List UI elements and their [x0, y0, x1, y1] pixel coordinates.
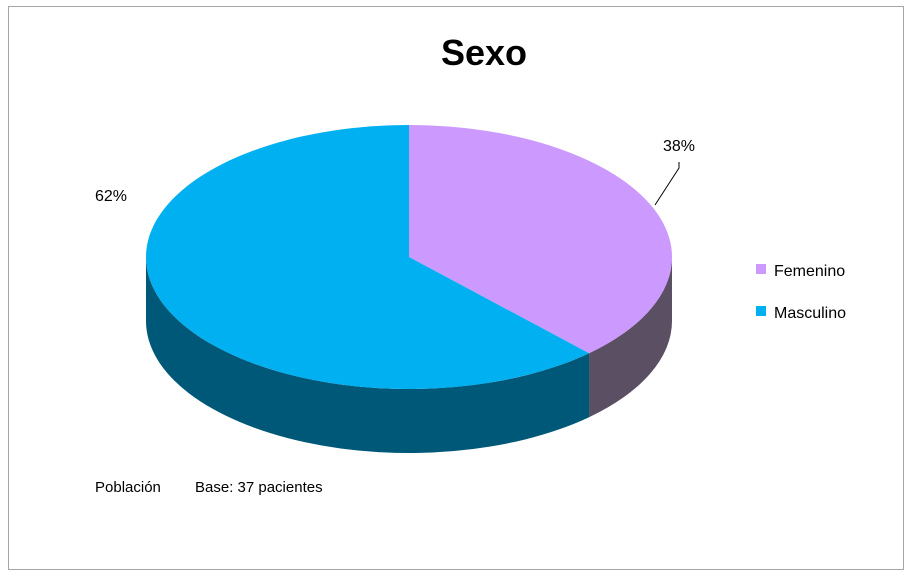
legend-label-femenino: Femenino [774, 263, 845, 280]
footnote-label: Población [95, 479, 161, 496]
legend-swatch-masculino [756, 306, 766, 316]
footnote-value: Base: 37 pacientes [195, 479, 323, 496]
pie-plot-area [145, 125, 672, 453]
data-label-femenino: 38% [663, 138, 695, 155]
legend-swatch-femenino [756, 264, 766, 274]
pie-slice-masculino [145, 125, 590, 389]
chart-title: Sexo [441, 32, 527, 73]
data-label-masculino: 62% [95, 188, 127, 205]
leader-line-femenino [654, 162, 680, 206]
pie-slice-femenino [409, 125, 672, 354]
pie-side-femenino [589, 257, 672, 418]
pie-side-masculino [146, 257, 590, 453]
legend: Femenino Masculino [756, 263, 846, 322]
legend-label-masculino: Masculino [774, 305, 846, 322]
